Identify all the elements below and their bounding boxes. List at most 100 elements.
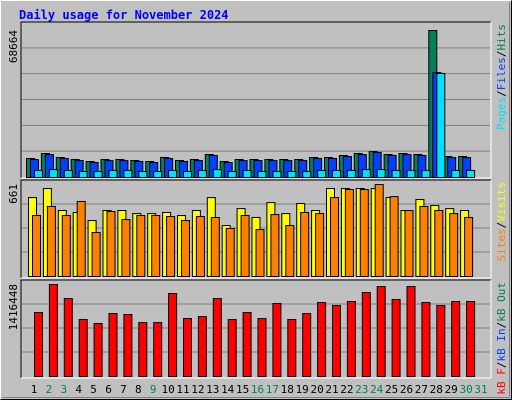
bar — [374, 184, 384, 277]
bar — [212, 169, 222, 178]
bar — [242, 312, 252, 378]
bar — [287, 171, 297, 179]
panel-border-light — [21, 280, 492, 379]
bar — [421, 302, 431, 377]
x-tick-label: 4 — [75, 383, 82, 396]
x-tick-label: 1 — [31, 383, 38, 396]
bar — [106, 211, 116, 277]
bar — [346, 301, 356, 378]
panel-border-dark — [20, 279, 491, 378]
panel-border-light — [21, 180, 492, 279]
x-tick-label: 6 — [105, 383, 112, 396]
x-tick-label: 11 — [176, 383, 189, 396]
bar — [242, 169, 252, 179]
x-tick-label: 8 — [135, 383, 142, 396]
bar — [197, 316, 207, 377]
bar — [466, 169, 476, 179]
bar — [257, 171, 267, 179]
legend-separator: / — [495, 222, 508, 229]
x-tick-label: 16 — [251, 383, 264, 396]
bar — [421, 169, 431, 179]
x-tick-label: 22 — [340, 383, 353, 396]
y-tick-label: 1416448 — [7, 284, 20, 330]
bar — [78, 319, 88, 377]
bar — [391, 169, 401, 179]
bar — [34, 312, 43, 378]
bar — [166, 216, 176, 277]
legend: kB F/kB In/kB Out — [495, 282, 508, 395]
bar — [138, 171, 148, 179]
x-tick-label: 13 — [206, 383, 219, 396]
x-tick-label: 3 — [60, 383, 67, 396]
bar — [76, 200, 86, 277]
bar — [376, 286, 386, 377]
bar — [93, 323, 103, 378]
bar — [123, 314, 133, 377]
bar — [138, 322, 148, 377]
bar — [361, 169, 371, 178]
bar — [285, 225, 295, 278]
legend-entry: kB F — [495, 368, 508, 395]
bar — [78, 171, 88, 179]
panel-border-light — [21, 22, 492, 179]
bar — [121, 219, 131, 277]
x-tick-label: 9 — [150, 383, 157, 396]
bar — [123, 169, 133, 179]
legend-separator: / — [495, 322, 508, 329]
bar — [359, 189, 369, 277]
bar — [168, 169, 178, 179]
bar — [376, 169, 386, 178]
legend: Sites/Visits — [495, 182, 508, 262]
bar — [419, 205, 429, 277]
bar — [257, 318, 267, 377]
x-tick-label: 23 — [355, 383, 368, 396]
bar — [436, 72, 446, 178]
bar — [391, 299, 401, 377]
x-tick-label: 27 — [415, 383, 428, 396]
bar — [168, 293, 178, 378]
x-tick-label: 20 — [310, 383, 323, 396]
x-tick-label: 31 — [474, 383, 487, 396]
bar — [434, 210, 444, 278]
y-tick-label: 661 — [7, 184, 20, 204]
legend-separator: / — [495, 51, 508, 58]
bar — [61, 215, 71, 278]
legend-entry: kB In — [495, 328, 508, 361]
bar — [108, 313, 118, 377]
bar — [63, 169, 73, 179]
bar — [449, 213, 459, 278]
legend: Pages/Files/Hits — [495, 24, 508, 130]
y-tick-label: 68664 — [7, 30, 20, 63]
x-tick-label: 5 — [90, 383, 97, 396]
chart-title: Daily usage for November 2024 — [19, 8, 229, 22]
bar — [212, 298, 222, 378]
x-tick-label: 12 — [191, 383, 204, 396]
bar — [136, 215, 146, 278]
bar — [197, 169, 207, 179]
bar — [300, 211, 310, 278]
bar — [227, 171, 237, 179]
bar — [464, 216, 474, 278]
bar — [151, 215, 161, 278]
bar — [91, 232, 101, 278]
bar — [63, 298, 73, 378]
bar — [46, 205, 56, 277]
bar — [153, 322, 163, 377]
bar — [153, 171, 163, 179]
bar — [270, 214, 280, 277]
x-tick-label: 10 — [161, 383, 174, 396]
bar — [406, 286, 416, 377]
bar — [436, 305, 446, 377]
legend-separator: / — [495, 90, 508, 97]
panel-border-dark — [20, 21, 491, 178]
bar — [315, 213, 325, 278]
bar — [93, 171, 103, 179]
bar — [183, 171, 192, 179]
x-tick-label: 21 — [325, 383, 338, 396]
legend-entry: kB Out — [495, 282, 508, 322]
bar — [404, 210, 414, 278]
legend-entry: Hits — [495, 24, 508, 51]
